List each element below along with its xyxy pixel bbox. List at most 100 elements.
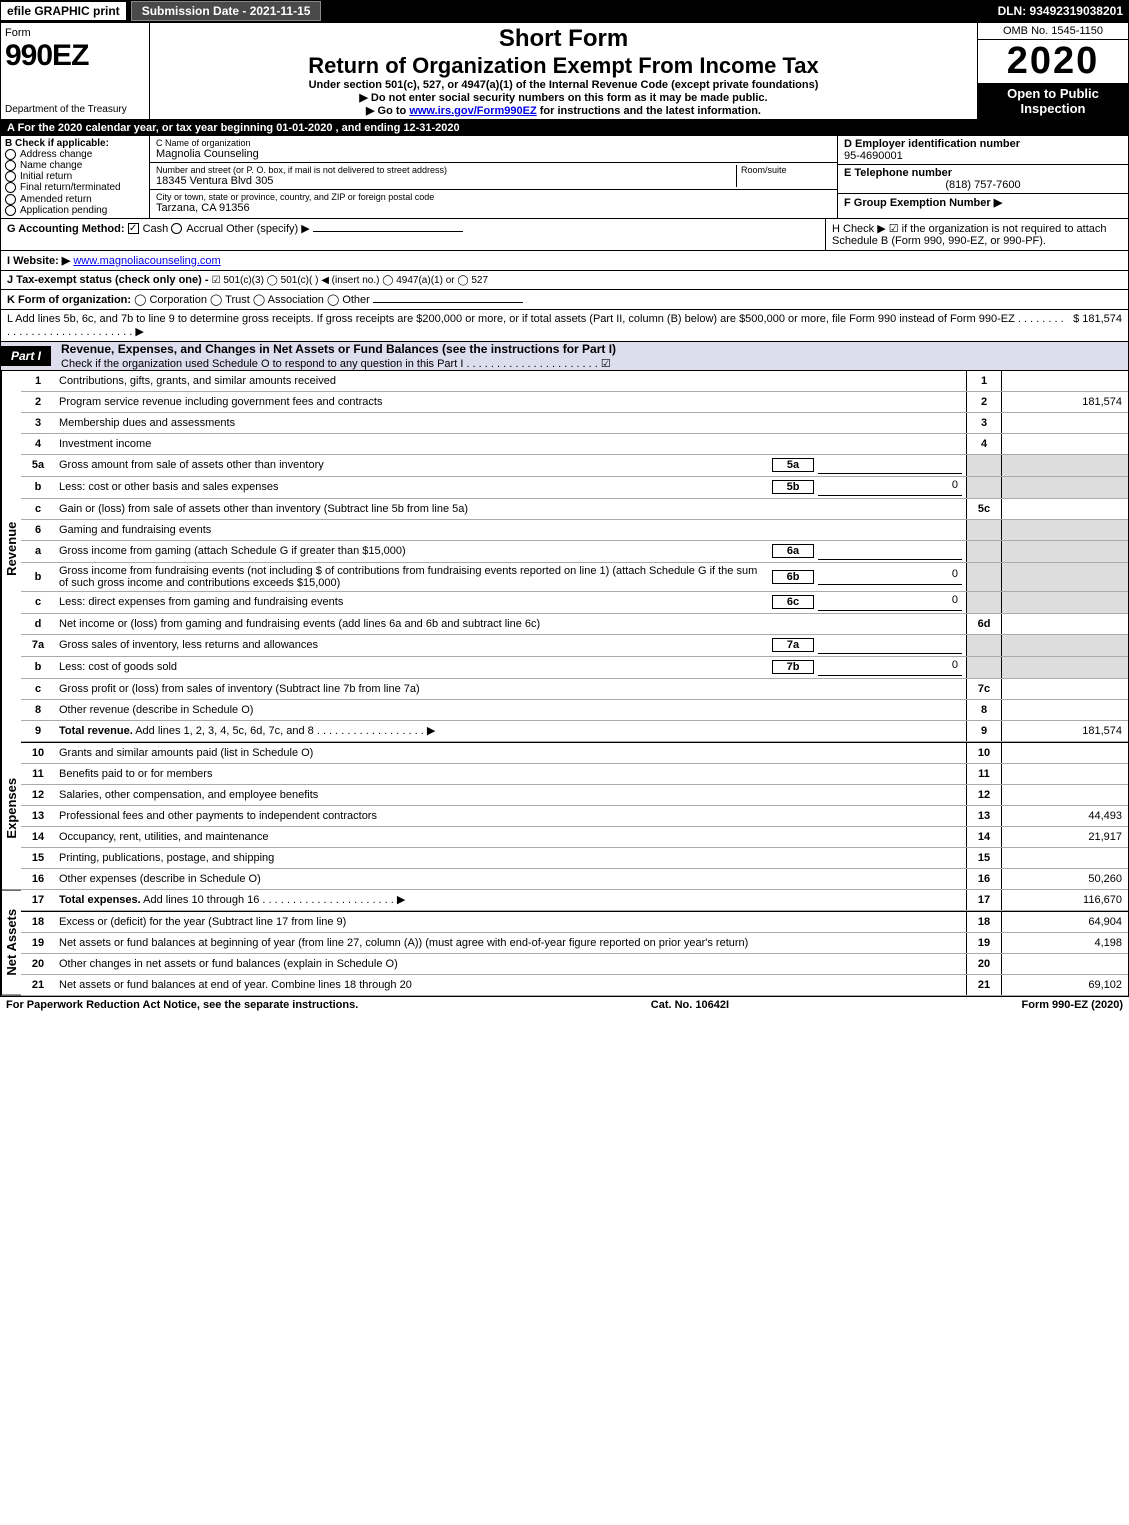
chk-amended-return[interactable]: Amended return: [5, 194, 145, 205]
lineval-b: [1002, 477, 1128, 498]
j-options[interactable]: ☑ 501(c)(3) ◯ 501(c)( ) ◀ (insert no.) ◯…: [212, 275, 488, 286]
line-num-10: 10: [21, 747, 55, 759]
expenses-vertical-label: Expenses: [1, 727, 21, 891]
b-label: B Check if applicable:: [5, 138, 145, 149]
linebox-5a: [966, 455, 1002, 476]
line-num-20: 20: [21, 958, 55, 970]
line-7a: 7aGross sales of inventory, less returns…: [21, 635, 1128, 657]
row-i-website: I Website: ▶ www.magnoliacounseling.com: [1, 251, 1128, 271]
line-4: 4Investment income4: [21, 434, 1128, 455]
i-label: I Website: ▶: [7, 255, 70, 267]
line-desc-6: Gaming and fundraising events: [55, 522, 966, 538]
line-desc-20: Other changes in net assets or fund bala…: [55, 956, 966, 972]
line-desc-4: Investment income: [55, 436, 966, 452]
room-suite-label: Room/suite: [741, 165, 831, 175]
line-d: dNet income or (loss) from gaming and fu…: [21, 614, 1128, 635]
chk-accrual[interactable]: Accrual: [171, 223, 223, 235]
line-c: cGross profit or (loss) from sales of in…: [21, 679, 1128, 700]
part-1-header: Part I Revenue, Expenses, and Changes in…: [1, 342, 1128, 371]
line-21: 21Net assets or fund balances at end of …: [21, 975, 1128, 996]
line-desc-13: Professional fees and other payments to …: [55, 808, 966, 824]
row-h-schedule-b: H Check ▶ ☑ if the organization is not r…: [825, 219, 1128, 250]
part-1-body: Revenue Expenses Net Assets 1Contributio…: [1, 371, 1128, 996]
chk-application-pending[interactable]: Application pending: [5, 205, 145, 216]
linebox-11: 11: [966, 764, 1002, 784]
line-desc-14: Occupancy, rent, utilities, and maintena…: [55, 829, 966, 845]
subbox-5b: 5b: [772, 480, 814, 494]
line-3: 3Membership dues and assessments3: [21, 413, 1128, 434]
line-desc-12: Salaries, other compensation, and employ…: [55, 787, 966, 803]
line-desc-7a: Gross sales of inventory, less returns a…: [55, 635, 966, 656]
line-desc-1: Contributions, gifts, grants, and simila…: [55, 373, 966, 389]
linebox-21: 21: [966, 975, 1002, 995]
linebox-14: 14: [966, 827, 1002, 847]
line-desc-11: Benefits paid to or for members: [55, 766, 966, 782]
efile-print-button[interactable]: efile GRAPHIC print: [0, 1, 127, 21]
line-c: cGain or (loss) from sale of assets othe…: [21, 499, 1128, 520]
subval-5a: [818, 457, 962, 474]
irs-link[interactable]: www.irs.gov/Form990EZ: [409, 105, 536, 117]
line-num-5a: 5a: [21, 459, 55, 471]
ssn-warning: ▶ Do not enter social security numbers o…: [156, 91, 971, 104]
line-13: 13Professional fees and other payments t…: [21, 806, 1128, 827]
chk-initial-return[interactable]: Initial return: [5, 171, 145, 182]
linebox-7a: [966, 635, 1002, 656]
line-num-2: 2: [21, 396, 55, 408]
k-other-input[interactable]: [373, 302, 523, 303]
row-j-tax-status: J Tax-exempt status (check only one) - ☑…: [1, 271, 1128, 290]
short-form-title: Short Form: [156, 25, 971, 53]
lineval-19: 4,198: [1002, 933, 1128, 953]
subbox-6c: 6c: [772, 595, 814, 609]
line-desc-b: Gross income from fundraising events (no…: [55, 563, 966, 591]
header-left: Form 990EZ Department of the Treasury: [1, 23, 150, 119]
subval-5b: 0: [818, 479, 962, 496]
line-num-b: b: [21, 481, 55, 493]
box-c: C Name of organization Magnolia Counseli…: [150, 136, 837, 218]
line-num-6: 6: [21, 524, 55, 536]
subval-6b: 0: [818, 568, 962, 585]
line-num-1: 1: [21, 375, 55, 387]
line-num-12: 12: [21, 789, 55, 801]
chk-name-change[interactable]: Name change: [5, 160, 145, 171]
line-num-19: 19: [21, 937, 55, 949]
line-desc-21: Net assets or fund balances at end of ye…: [55, 977, 966, 993]
line-desc-19: Net assets or fund balances at beginning…: [55, 935, 966, 951]
chk-address-change[interactable]: Address change: [5, 149, 145, 160]
line-num-21: 21: [21, 979, 55, 991]
line-num-d: d: [21, 618, 55, 630]
line-num-17: 17: [21, 894, 55, 906]
d-ein-label: D Employer identification number: [844, 138, 1122, 150]
linebox-1: 1: [966, 371, 1002, 391]
linebox-16: 16: [966, 869, 1002, 889]
footer-left: For Paperwork Reduction Act Notice, see …: [6, 999, 358, 1011]
lineval-14: 21,917: [1002, 827, 1128, 847]
chk-cash[interactable]: Cash: [128, 223, 169, 235]
header-right: OMB No. 1545-1150 2020 Open to Public In…: [977, 23, 1128, 119]
lineval-1: [1002, 371, 1128, 391]
website-link[interactable]: www.magnoliacounseling.com: [73, 255, 220, 267]
g-other-input[interactable]: [313, 231, 463, 232]
part-1-subtitle: Check if the organization used Schedule …: [61, 358, 611, 370]
linebox-a: [966, 541, 1002, 562]
return-title: Return of Organization Exempt From Incom…: [156, 53, 971, 79]
line-num-11: 11: [21, 768, 55, 780]
org-city: Tarzana, CA 91356: [156, 202, 831, 214]
line-b: bLess: cost of goods sold7b0: [21, 657, 1128, 679]
line-num-18: 18: [21, 916, 55, 928]
line-desc-b: Less: cost or other basis and sales expe…: [55, 477, 966, 498]
chk-final-return[interactable]: Final return/terminated: [5, 182, 145, 193]
line-b: bLess: cost or other basis and sales exp…: [21, 477, 1128, 499]
linebox-2: 2: [966, 392, 1002, 412]
line-num-15: 15: [21, 852, 55, 864]
k-options[interactable]: ◯ Corporation ◯ Trust ◯ Association ◯ Ot…: [134, 294, 370, 306]
g-other: Other (specify) ▶: [226, 223, 310, 235]
linebox-18: 18: [966, 912, 1002, 932]
subval-7a: [818, 637, 962, 654]
row-k-form-org: K Form of organization: ◯ Corporation ◯ …: [1, 290, 1128, 310]
lineval-16: 50,260: [1002, 869, 1128, 889]
line-desc-8: Other revenue (describe in Schedule O): [55, 702, 966, 718]
g-label: G Accounting Method:: [7, 223, 125, 235]
subval-6c: 0: [818, 594, 962, 611]
lineval-18: 64,904: [1002, 912, 1128, 932]
row-a-tax-year: A For the 2020 calendar year, or tax yea…: [1, 120, 1128, 136]
